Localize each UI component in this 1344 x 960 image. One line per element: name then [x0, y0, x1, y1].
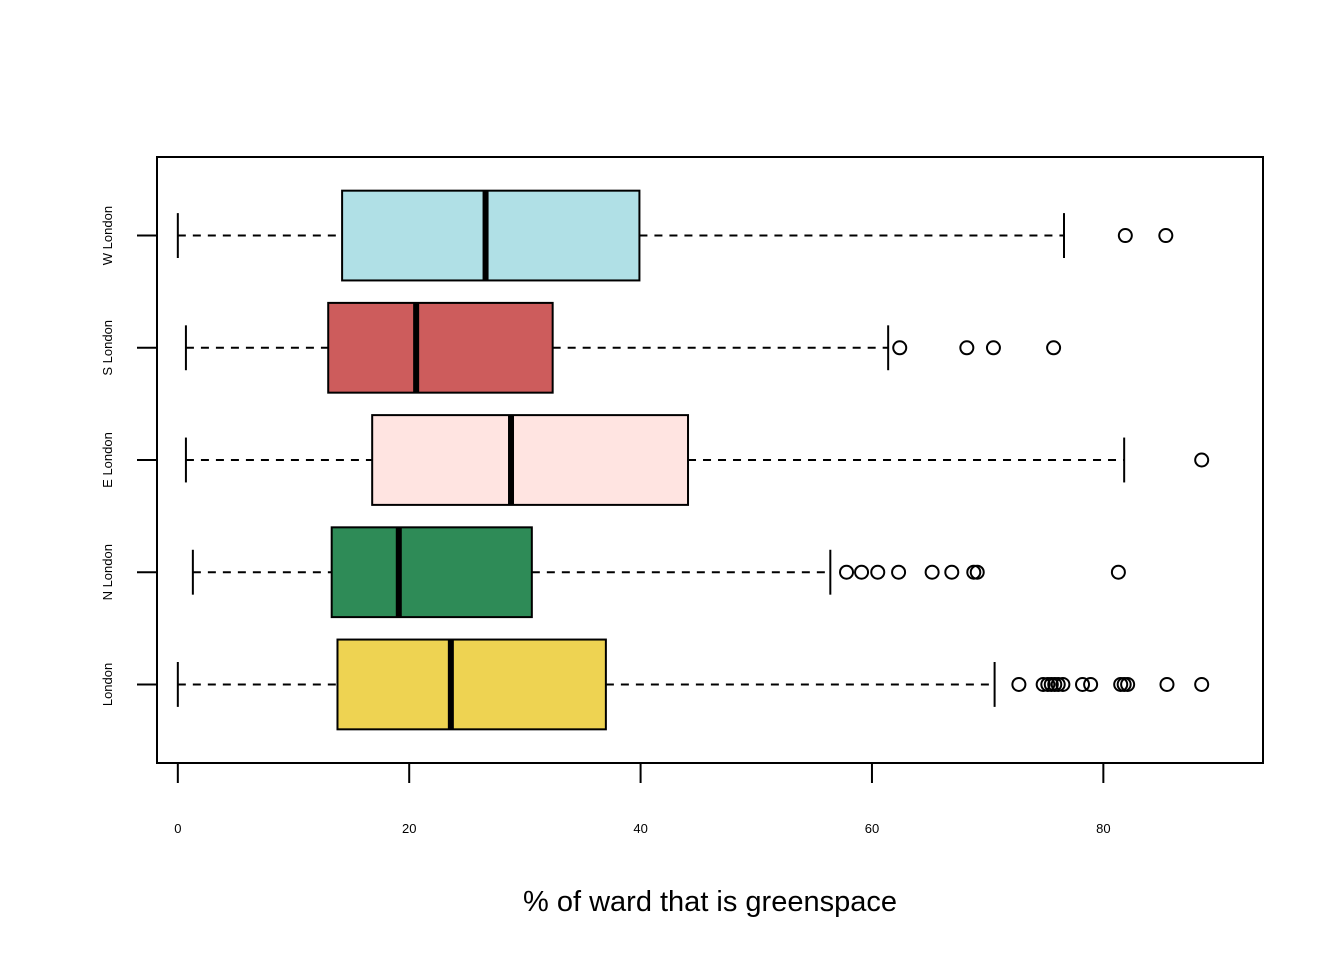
outlier-point [891, 564, 907, 580]
box-group [176, 638, 1210, 731]
outlier-point [1194, 452, 1210, 468]
outlier-point [854, 564, 870, 580]
outlier-point [892, 340, 908, 356]
outlier-point [1055, 676, 1071, 692]
x-axis-title: % of ward that is greenspace [523, 886, 897, 918]
outlier-point [1120, 676, 1136, 692]
category-label: N London [100, 544, 115, 600]
box [330, 526, 533, 619]
outlier-point [1046, 340, 1062, 356]
outlier-point [1083, 676, 1099, 692]
box-group [184, 414, 1210, 506]
box [371, 414, 690, 506]
boxes [176, 189, 1210, 731]
box [336, 638, 607, 731]
outlier-point [839, 564, 855, 580]
y-axis: London N London E London S London W London [100, 206, 158, 706]
outlier-point [944, 564, 960, 580]
box [341, 189, 641, 282]
x-tick-label: 40 [633, 821, 647, 836]
x-tick-label: 0 [174, 821, 181, 836]
outlier-point [1117, 228, 1133, 244]
outlier-point [969, 564, 985, 580]
outlier-point [1050, 676, 1066, 692]
box-group [184, 301, 1062, 394]
outlier-point [959, 340, 975, 356]
outlier-point [1035, 676, 1051, 692]
outlier-point [1158, 228, 1174, 244]
category-label: E London [100, 432, 115, 488]
box [327, 301, 554, 394]
outlier-point [1075, 676, 1091, 692]
x-tick-label: 60 [865, 821, 879, 836]
x-axis: 0 20 40 60 80 [174, 762, 1111, 836]
category-label: S London [100, 320, 115, 376]
outlier-point [1159, 676, 1175, 692]
category-label: W London [100, 206, 115, 265]
outlier-point [1110, 564, 1126, 580]
box-group [191, 526, 1126, 619]
outlier-point [1011, 676, 1027, 692]
outlier-point [985, 340, 1001, 356]
box-group [176, 189, 1174, 282]
x-tick-label: 80 [1096, 821, 1110, 836]
x-tick-label: 20 [402, 821, 416, 836]
outlier-point [870, 564, 886, 580]
outlier-point [1194, 676, 1210, 692]
outlier-point [924, 564, 940, 580]
category-label: London [100, 663, 115, 706]
